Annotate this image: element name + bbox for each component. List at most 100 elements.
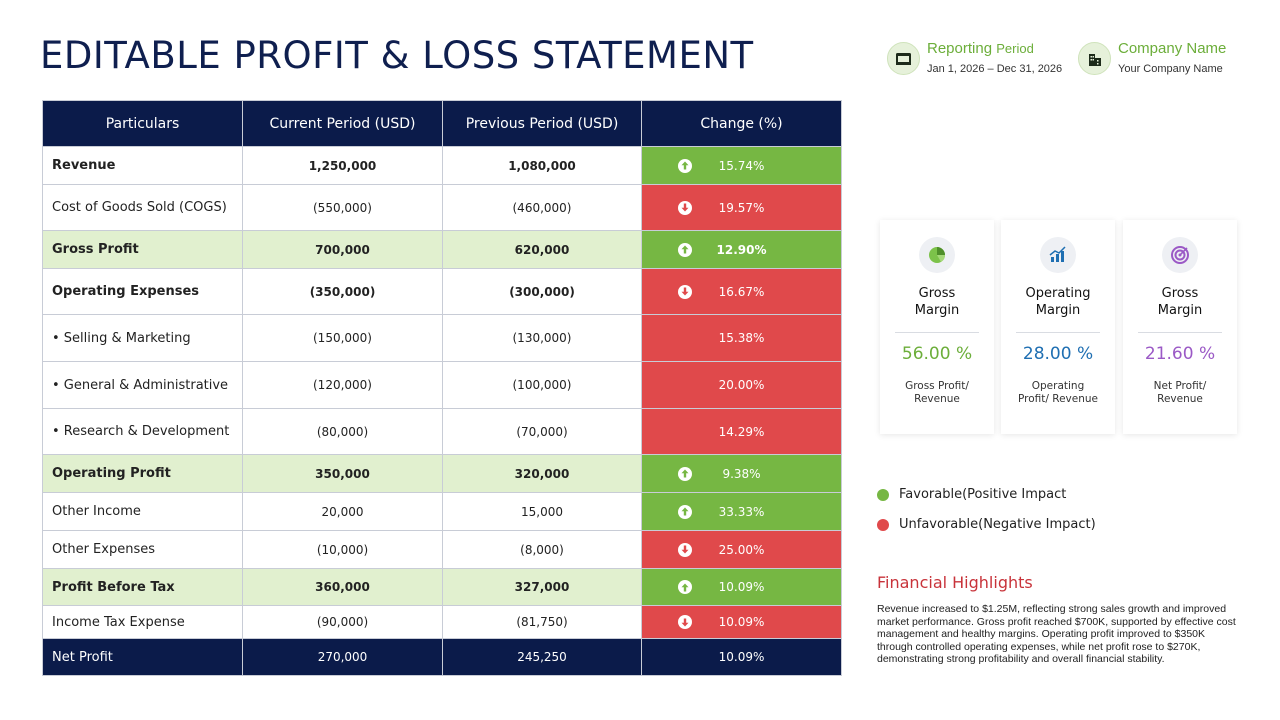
table-row: Profit Before Tax 360,000 327,000 10.09% — [42, 568, 842, 606]
row-name: Profit Before Tax — [42, 568, 243, 606]
change-value: 10.09% — [718, 650, 765, 664]
row-change: 10.09% — [641, 638, 842, 676]
row-previous: 15,000 — [442, 492, 642, 531]
highlights-text: Revenue increased to $1.25M, reflecting … — [877, 603, 1236, 666]
table-row: Net Profit 270,000 245,250 10.09% — [42, 638, 842, 676]
company-block: Company Name Your Company Name — [1078, 40, 1226, 75]
card-title: Gross Margin — [1123, 285, 1237, 319]
table-row: Gross Profit 700,000 620,000 12.90% — [42, 230, 842, 269]
row-previous: 245,250 — [442, 638, 642, 676]
row-current: 700,000 — [242, 230, 443, 269]
legend-favorable-dot — [877, 488, 889, 501]
legend-unfavorable-dot — [877, 518, 889, 531]
header-change: Change (%) — [641, 100, 842, 147]
row-previous: 1,080,000 — [442, 146, 642, 185]
card-title: Operating Margin — [1001, 285, 1115, 319]
arrow-down-icon — [678, 542, 692, 557]
row-previous: 327,000 — [442, 568, 642, 606]
card-title-line1: Gross — [1161, 286, 1199, 301]
row-name: • Selling & Marketing — [42, 314, 243, 362]
card-divider — [1138, 332, 1222, 333]
calendar-icon — [887, 42, 920, 75]
row-name: Cost of Goods Sold (COGS) — [42, 184, 243, 231]
arrow-up-icon — [678, 504, 692, 519]
row-change: 15.74% — [641, 146, 842, 185]
card-value: 56.00 % — [901, 344, 973, 364]
row-name: Income Tax Expense — [42, 605, 243, 639]
row-change: 10.09% — [641, 605, 842, 639]
card-title-line1: Operating — [1025, 286, 1091, 301]
reporting-label: Reporting — [927, 40, 993, 57]
row-current: 270,000 — [242, 638, 443, 676]
card-description: Operating Profit/ Revenue — [1001, 380, 1115, 406]
table-row: Other Expenses (10,000) (8,000) 25.00% — [42, 530, 842, 569]
metric-card: Gross Margin 56.00 % Gross Profit/Revenue — [880, 220, 994, 434]
table-row: Revenue 1,250,000 1,080,000 15.74% — [42, 146, 842, 185]
row-current: (80,000) — [242, 408, 443, 455]
row-change: 10.09% — [641, 568, 842, 606]
card-desc-line2: Revenue — [914, 393, 960, 405]
row-change: 15.38% — [641, 314, 842, 362]
row-name: Net Profit — [42, 638, 243, 676]
card-desc-line1: Gross Profit/ — [905, 380, 969, 392]
card-value: 21.60 % — [1144, 344, 1216, 364]
table-row: Cost of Goods Sold (COGS) (550,000) (460,0… — [42, 184, 842, 231]
row-previous: (100,000) — [442, 361, 642, 409]
change-value: 14.29% — [718, 424, 765, 439]
change-value: 15.38% — [718, 331, 765, 345]
change-value: 12.90% — [716, 242, 767, 257]
row-current: 360,000 — [242, 568, 443, 606]
card-description: Gross Profit/Revenue — [880, 380, 994, 406]
card-desc-line1: Operating — [1031, 380, 1085, 392]
card-title: Gross Margin — [880, 285, 994, 319]
table-row: • General & Administrative (120,000) (100,… — [42, 361, 842, 409]
reporting-period-block: Reporting Period Jan 1, 2026 – Dec 31, 2… — [887, 40, 1062, 75]
card-title-line2: Margin — [1035, 303, 1081, 318]
table-row: • Selling & Marketing (150,000) (130,000) 1… — [42, 314, 842, 362]
row-name: Operating Profit — [42, 454, 243, 493]
bar-chart-icon — [1040, 237, 1076, 273]
card-divider — [1016, 332, 1100, 333]
highlights-title: Financial Highlights — [877, 573, 1033, 592]
pie-chart-icon — [919, 237, 955, 273]
table-row: Operating Profit 350,000 320,000 9.38% — [42, 454, 842, 493]
arrow-up-icon — [678, 242, 692, 257]
row-change: 12.90% — [641, 230, 842, 269]
arrow-up-icon — [678, 466, 692, 481]
change-value: 20.00% — [718, 378, 765, 392]
card-title-line2: Margin — [914, 303, 960, 318]
table-row: Operating Expenses (350,000) (300,000) 16.6… — [42, 268, 842, 315]
building-icon — [1078, 42, 1111, 75]
row-previous: (300,000) — [442, 268, 642, 315]
legend-unfavorable: Unfavorable(Negative Impact) — [877, 517, 1096, 532]
table-header-row: Particulars Current Period (USD) Previou… — [42, 100, 842, 147]
target-icon — [1162, 237, 1198, 273]
card-desc-line2: Profit/ Revenue — [1018, 393, 1098, 405]
row-previous: (8,000) — [442, 530, 642, 569]
change-value: 33.33% — [718, 504, 765, 519]
row-change: 19.57% — [641, 184, 842, 231]
change-value: 10.09% — [718, 615, 765, 629]
card-value: 28.00 % — [1022, 344, 1094, 364]
header-current-period: Current Period (USD) — [242, 100, 443, 147]
reporting-value: Jan 1, 2026 – Dec 31, 2026 — [927, 63, 1063, 75]
change-value: 9.38% — [722, 466, 761, 481]
change-value: 15.74% — [718, 158, 765, 173]
row-current: (10,000) — [242, 530, 443, 569]
row-name: Gross Profit — [42, 230, 243, 269]
row-name: Revenue — [42, 146, 243, 185]
row-previous: 620,000 — [442, 230, 642, 269]
row-name: Operating Expenses — [42, 268, 243, 315]
card-desc-line2: Revenue — [1157, 393, 1203, 405]
arrow-down-icon — [678, 615, 692, 629]
legend-unfavorable-label: Unfavorable(Negative Impact) — [899, 517, 1096, 532]
row-name: Other Expenses — [42, 530, 243, 569]
legend-favorable: Favorable(Positive Impact — [877, 487, 1066, 502]
row-previous: (81,750) — [442, 605, 642, 639]
header-particulars: Particulars — [42, 100, 243, 147]
row-previous: 320,000 — [442, 454, 642, 493]
row-current: (350,000) — [242, 268, 443, 315]
row-previous: (460,000) — [442, 184, 642, 231]
row-change: 14.29% — [641, 408, 842, 455]
row-current: (150,000) — [242, 314, 443, 362]
